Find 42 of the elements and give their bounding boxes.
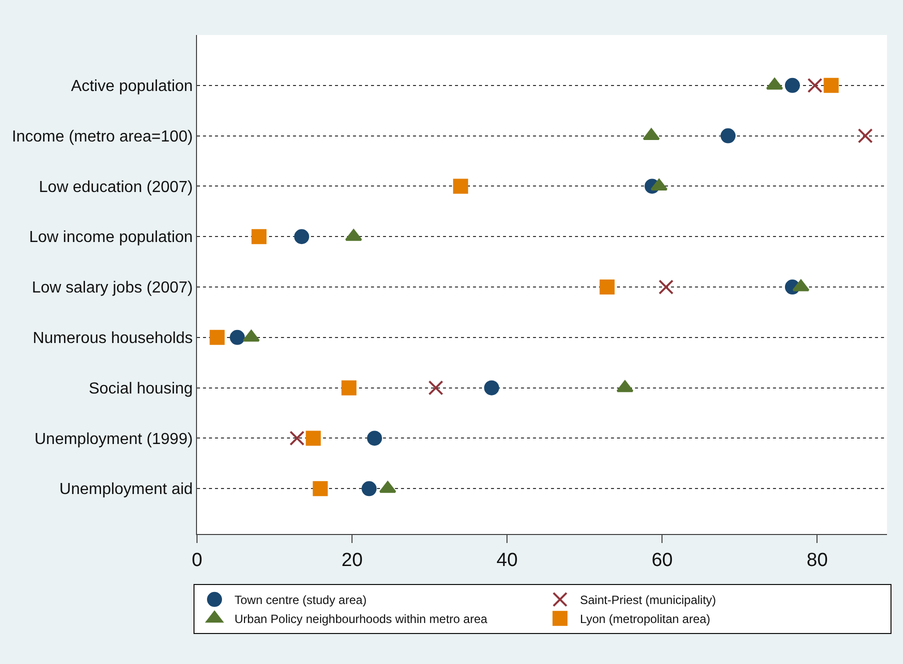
y-tick-label: Numerous households [32, 330, 193, 348]
y-tick-label: Income (metro area=100) [12, 128, 193, 146]
point [210, 330, 225, 345]
point [341, 380, 356, 396]
x-tick-label: 60 [652, 550, 673, 571]
point [252, 229, 267, 244]
point [362, 481, 377, 496]
legend-label: Town centre (study area) [234, 593, 367, 608]
y-tick-label: Low salary jobs (2007) [32, 280, 193, 297]
point [807, 78, 822, 93]
point [766, 78, 784, 90]
point [230, 330, 245, 345]
x-tick-label: 80 [806, 550, 828, 571]
x-tick-label: 20 [341, 550, 363, 571]
legend-label: Saint-Priest (municipality) [580, 593, 716, 608]
y-tick-label: Social housing [88, 380, 193, 398]
y-tick-label: Active population [70, 78, 193, 95]
point [616, 380, 634, 392]
point [658, 280, 674, 295]
point [367, 430, 382, 446]
point [453, 178, 468, 194]
legend-label: Lyon (metropolitan area) [580, 612, 710, 626]
point [784, 78, 800, 93]
point [484, 380, 500, 396]
point [428, 380, 444, 396]
point [312, 481, 328, 496]
y-tick-label: Low education (2007) [38, 178, 193, 196]
point [720, 128, 736, 144]
y-tick-label: Low income population [29, 229, 193, 246]
point [858, 128, 873, 144]
x-tick-label: 40 [496, 550, 518, 571]
point [824, 78, 839, 93]
legend-label: Urban Policy neighbourhoods within metro area [234, 612, 488, 626]
point [290, 430, 305, 446]
point [306, 430, 321, 446]
point [642, 128, 660, 140]
point [600, 280, 615, 295]
y-tick-label: Unemployment (1999) [34, 430, 193, 448]
point [294, 229, 310, 244]
y-tick-label: Unemployment aid [59, 481, 193, 498]
point [242, 330, 260, 342]
x-tick-label: 0 [192, 550, 202, 571]
